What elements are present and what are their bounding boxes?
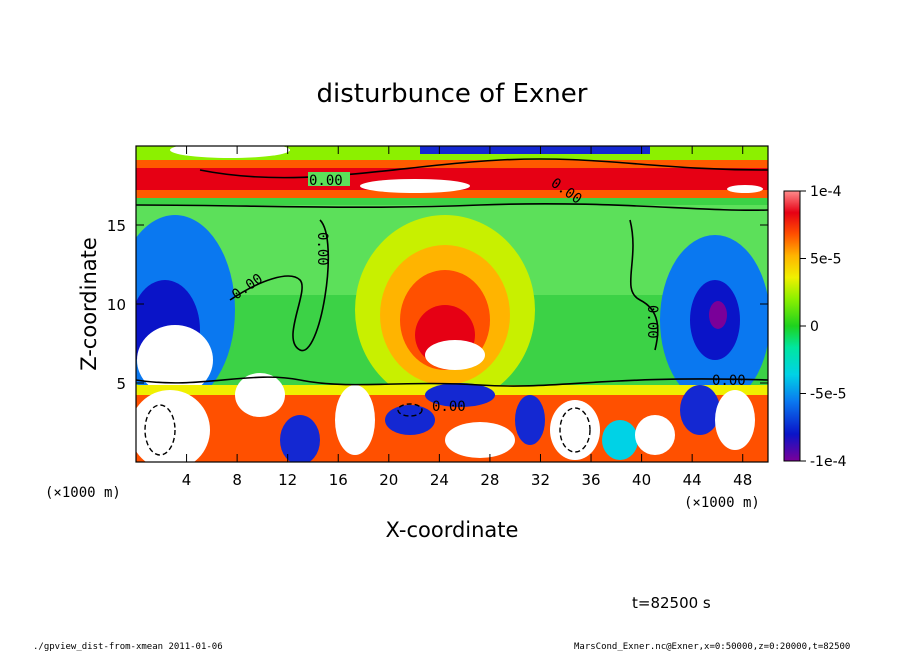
x-tick-label: 44 [683,471,702,489]
time-annotation: t=82500 s [632,594,711,612]
y-axis: 5 10 15 [107,217,768,393]
contour-label: 0.00 [644,305,660,339]
contour-label: 0.00 [712,373,746,389]
x-unit-label: (×1000 m) [684,495,760,511]
colorbar-tick-label: -5e-5 [810,387,847,403]
y-tick-label: 10 [107,296,126,314]
x-tick-label: 8 [232,471,242,489]
colorbar-tick-label: 1e-4 [810,184,842,200]
x-tick-label: 12 [278,471,297,489]
contour-label: 0.00 [314,232,330,266]
contour-label: 0.00 [432,399,466,415]
x-axis: 4 8 12 16 20 24 28 32 36 40 44 48 [182,146,752,489]
footer-right: MarsCond_Exner.nc@Exner,x=0:50000,z=0:20… [574,642,851,652]
x-tick-label: 24 [430,471,449,489]
x-tick-label: 16 [329,471,348,489]
colorbar-tick-label: -1e-4 [810,454,847,470]
x-tick-label: 20 [379,471,398,489]
footer-left: ./gpview_dist-from-xmean 2011-01-06 [33,642,223,652]
x-tick-label: 28 [480,471,499,489]
colorbar-tick-label: 0 [810,319,819,335]
heatmap-field [136,146,768,462]
x-tick-label: 40 [632,471,651,489]
x-tick-label: 48 [733,471,752,489]
x-tick-label: 32 [531,471,550,489]
contour-label: 0.00 [309,173,343,189]
y-tick-label: 15 [107,217,126,235]
x-tick-label: 36 [581,471,600,489]
x-tick-label: 4 [182,471,192,489]
colorbar-ticks: 1e-4 5e-5 0 -5e-5 -1e-4 [800,184,847,470]
colorbar [783,190,801,462]
colorbar-tick-label: 5e-5 [810,252,841,268]
y-axis-label: Z-coordinate [77,237,101,371]
x-axis-label: X-coordinate [386,518,519,542]
y-unit-label: (×1000 m) [45,485,121,501]
y-tick-label: 5 [116,375,126,393]
chart-title: disturbunce of Exner [317,79,588,109]
